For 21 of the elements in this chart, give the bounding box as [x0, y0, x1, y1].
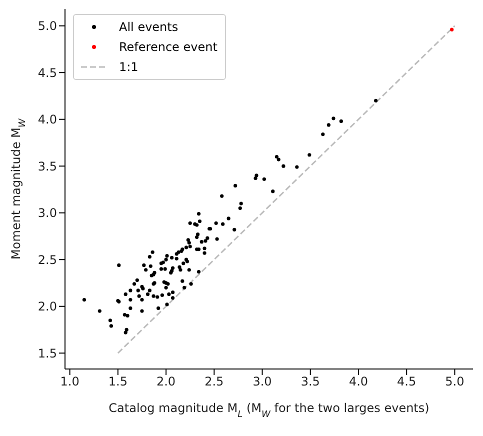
legend-label: 1:1 [119, 59, 138, 76]
x-axis-title: Catalog magnitude M$_{L}$ (M$_{W}$ for the two larges events) [108, 401, 430, 420]
y-tick-label: 1.5 [38, 346, 57, 360]
x-tick-label: 1.5 [108, 374, 128, 389]
x-tick-label: 3.0 [252, 374, 272, 389]
x-tick-label: 2.0 [156, 374, 176, 389]
x-tick-label: 1.0 [60, 374, 80, 389]
y-tick-label: 3.0 [38, 206, 57, 220]
y-tick-label: 2.0 [38, 300, 57, 314]
y-tick-label: 4.0 [38, 112, 57, 127]
x-tick-label: 5.0 [445, 374, 464, 389]
legend-label: Reference event [119, 39, 218, 56]
y-tick-label: 3.5 [38, 159, 57, 174]
legend-label: All events [119, 19, 178, 36]
y-tick-label: 4.5 [38, 66, 57, 80]
x-tick-label: 2.5 [204, 374, 224, 389]
y-tick-label: 5.0 [38, 19, 57, 34]
x-tick-label: 3.5 [300, 374, 320, 389]
y-tick-label: 2.5 [38, 252, 57, 267]
x-tick-label: 4.5 [397, 374, 416, 389]
x-tick-label: 4.0 [348, 374, 368, 389]
